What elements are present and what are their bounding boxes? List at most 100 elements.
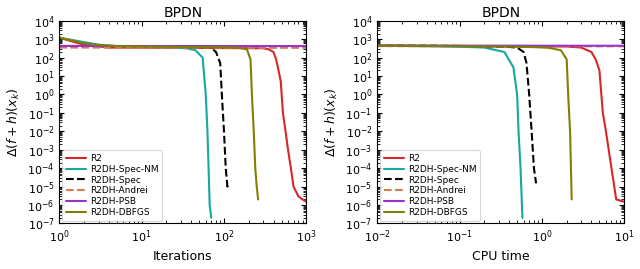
Title: BPDN: BPDN — [163, 6, 202, 20]
R2 — [81, 43, 88, 46]
R2DH-DBFGS — [252, 167, 259, 170]
R2 — [282, 130, 289, 133]
R2DH-DBFGS — [456, 45, 463, 48]
R2DH-DBFGS — [563, 58, 570, 61]
R2DH-Spec — [500, 45, 508, 48]
Legend: R2, R2DH-Spec-NM, R2DH-Spec, R2DH-Andrei, R2DH-PSB, R2DH-DBFGS: R2, R2DH-Spec-NM, R2DH-Spec, R2DH-Andrei… — [62, 150, 163, 221]
R2DH-Spec — [195, 46, 203, 49]
R2DH-Spec-NM — [207, 216, 215, 220]
R2DH-Spec-NM — [456, 45, 463, 48]
R2DH-Spec-NM — [159, 46, 166, 49]
R2 — [284, 148, 292, 151]
R2DH-PSB — [349, 44, 356, 47]
R2 — [563, 45, 570, 48]
R2 — [70, 40, 77, 44]
R2DH-PSB — [303, 44, 310, 48]
R2DH-Spec — [481, 45, 488, 48]
R2 — [607, 167, 615, 170]
R2DH-DBFGS — [564, 98, 572, 102]
R2DH-Spec-NM — [199, 56, 207, 59]
Y-axis label: $\Delta(f+h)(x_k)$: $\Delta(f+h)(x_k)$ — [6, 87, 22, 157]
R2DH-Spec-NM — [145, 45, 152, 48]
R2DH-Spec — [113, 45, 121, 48]
R2 — [374, 44, 381, 48]
R2 — [620, 200, 628, 203]
R2 — [56, 36, 63, 39]
R2 — [612, 198, 620, 201]
R2DH-DBFGS — [253, 185, 260, 188]
R2DH-Spec-NM — [130, 45, 138, 48]
R2DH-Spec — [528, 130, 536, 133]
R2DH-Spec — [223, 185, 231, 188]
X-axis label: CPU time: CPU time — [472, 250, 529, 263]
R2DH-DBFGS — [220, 46, 228, 49]
R2DH-Spec — [216, 62, 224, 65]
R2 — [269, 50, 277, 54]
R2DH-Spec-NM — [431, 45, 438, 48]
Line: R2DH-Spec: R2DH-Spec — [60, 47, 229, 187]
R2DH-Spec — [163, 45, 170, 49]
R2DH-DBFGS — [254, 198, 262, 201]
R2DH-Spec-NM — [204, 130, 211, 133]
Line: R2DH-DBFGS: R2DH-DBFGS — [353, 45, 572, 199]
R2DH-Spec — [225, 182, 233, 185]
R2DH-Spec-NM — [202, 93, 209, 96]
R2DH-Spec — [212, 50, 220, 54]
R2DH-DBFGS — [557, 49, 564, 52]
R2DH-Andrei — [220, 46, 228, 49]
R2DH-Spec-NM — [191, 49, 199, 52]
Line: R2DH-Spec-NM: R2DH-Spec-NM — [60, 38, 211, 218]
R2DH-Spec — [349, 44, 356, 47]
R2DH-Andrei — [538, 45, 546, 48]
R2DH-PSB — [138, 44, 145, 48]
R2DH-Andrei — [56, 46, 63, 49]
R2 — [277, 80, 285, 83]
R2DH-Spec-NM — [513, 93, 521, 96]
R2DH-Spec — [520, 50, 527, 54]
R2DH-DBFGS — [513, 45, 521, 48]
R2DH-DBFGS — [566, 130, 574, 133]
R2DH-Andrei — [349, 44, 356, 48]
Line: R2: R2 — [60, 38, 307, 202]
R2 — [577, 46, 585, 49]
R2 — [588, 50, 595, 54]
R2 — [596, 69, 604, 72]
R2DH-DBFGS — [246, 58, 254, 61]
R2 — [259, 47, 267, 50]
R2DH-DBFGS — [138, 45, 145, 48]
R2DH-DBFGS — [495, 45, 502, 48]
R2 — [299, 198, 307, 201]
R2DH-Spec — [431, 44, 438, 47]
R2DH-DBFGS — [95, 43, 102, 47]
R2DH-DBFGS — [248, 98, 256, 102]
R2DH-Spec-NM — [205, 167, 212, 170]
R2DH-Spec-NM — [398, 44, 406, 48]
X-axis label: Iterations: Iterations — [153, 250, 212, 263]
R2DH-DBFGS — [235, 46, 243, 49]
Line: R2DH-Spec-NM: R2DH-Spec-NM — [353, 45, 522, 218]
R2DH-Spec — [218, 98, 226, 102]
R2 — [287, 167, 295, 170]
R2DH-Spec-NM — [516, 167, 524, 170]
R2DH-Andrei — [456, 45, 463, 48]
R2DH-Spec — [523, 62, 531, 65]
R2 — [349, 44, 356, 47]
R2DH-Spec — [207, 46, 215, 49]
Line: R2DH-Spec: R2DH-Spec — [353, 45, 536, 183]
R2DH-Spec — [513, 46, 521, 49]
R2DH-DBFGS — [56, 36, 63, 39]
R2 — [105, 46, 113, 49]
R2 — [456, 45, 463, 48]
R2 — [303, 200, 310, 203]
R2DH-DBFGS — [568, 198, 575, 201]
Title: BPDN: BPDN — [481, 6, 520, 20]
R2 — [265, 48, 273, 51]
R2DH-Spec — [456, 44, 463, 48]
R2DH-Andrei — [620, 45, 628, 48]
R2DH-Spec — [138, 45, 145, 48]
R2DH-Spec-NM — [171, 46, 179, 49]
R2DH-PSB — [620, 44, 628, 47]
R2 — [279, 111, 287, 115]
R2DH-PSB — [56, 44, 63, 48]
R2DH-Spec-NM — [56, 36, 63, 39]
